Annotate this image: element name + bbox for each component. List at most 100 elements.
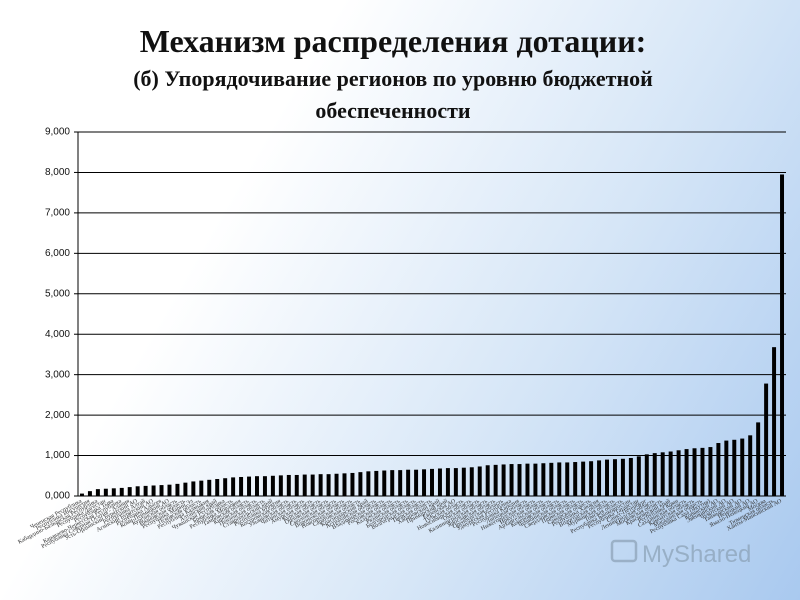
bar [223, 478, 228, 496]
bar [119, 487, 124, 496]
bar [541, 463, 546, 496]
chart-subtitle: обеспеченности [315, 98, 470, 123]
bar [207, 479, 212, 496]
bar [437, 468, 442, 496]
bar [159, 485, 164, 496]
bar [151, 485, 156, 496]
bar [342, 473, 347, 496]
bar [533, 463, 538, 496]
bar [127, 487, 132, 496]
y-tick-label: 2,000 [45, 410, 70, 421]
bar [477, 466, 482, 496]
bar [445, 468, 450, 496]
bar [644, 454, 649, 496]
bar [199, 480, 204, 496]
bar [780, 174, 785, 496]
chart-subtitle: (б) Упорядочивание регионов по уровню бю… [133, 66, 653, 91]
bar [231, 477, 236, 496]
bar [501, 464, 506, 496]
bar [612, 459, 617, 496]
bar [676, 450, 681, 496]
bar [302, 474, 307, 496]
bar [636, 456, 641, 496]
bar [255, 476, 259, 496]
bar [294, 474, 299, 496]
bar [286, 474, 291, 496]
bar [310, 474, 315, 496]
bar [557, 462, 562, 496]
bar [382, 470, 387, 496]
bar [334, 473, 339, 496]
bar [270, 475, 275, 496]
bar [469, 467, 474, 496]
bar [589, 461, 594, 496]
bar [326, 474, 331, 496]
watermark-logo: MyShared [610, 539, 751, 568]
bar [111, 488, 116, 496]
watermark: MyShared [642, 541, 751, 568]
bar [517, 464, 522, 496]
bar [191, 481, 196, 496]
chart-title: Механизм распределения дотации: [140, 23, 647, 59]
bar [398, 470, 403, 496]
bar [772, 347, 777, 496]
bar [581, 461, 586, 496]
bar [708, 447, 713, 496]
y-tick-label: 1,000 [45, 450, 70, 461]
y-tick-label: 0,000 [45, 491, 70, 502]
bar [692, 448, 697, 496]
bar [390, 470, 395, 496]
bar [406, 469, 411, 496]
y-tick-label: 5,000 [45, 288, 70, 299]
bar [716, 443, 721, 496]
bar [652, 453, 657, 496]
bar [135, 486, 140, 496]
bar [620, 458, 625, 496]
bar [350, 472, 355, 496]
bar [764, 383, 769, 496]
bar [573, 462, 578, 496]
bar [565, 462, 570, 496]
bar [183, 482, 188, 496]
bar [493, 464, 498, 496]
y-tick-label: 8,000 [45, 167, 70, 178]
y-tick-label: 3,000 [45, 369, 70, 380]
bar [414, 469, 419, 496]
bar [732, 439, 737, 496]
bar [509, 464, 514, 496]
bar [660, 452, 665, 496]
bar [175, 483, 180, 496]
bar [262, 476, 267, 496]
bar [668, 451, 673, 496]
bar [358, 472, 363, 496]
bar [549, 462, 554, 496]
bar [597, 460, 602, 496]
bar [485, 465, 490, 496]
bar [103, 488, 108, 496]
bar [453, 468, 458, 496]
bar [215, 479, 220, 496]
bar [143, 485, 148, 496]
bar [684, 449, 689, 496]
bar [700, 447, 705, 496]
bar [430, 468, 434, 496]
bar [374, 470, 379, 496]
bar [87, 491, 92, 496]
bar [422, 469, 427, 496]
bar [605, 459, 609, 496]
bar [366, 471, 371, 496]
bar [95, 489, 100, 496]
bar [247, 476, 252, 496]
bar [756, 422, 761, 496]
y-tick-label: 7,000 [45, 208, 70, 219]
bar [461, 467, 466, 496]
y-tick-label: 9,000 [45, 127, 70, 138]
bar [724, 440, 729, 496]
bar [79, 493, 84, 496]
y-tick-label: 4,000 [45, 329, 70, 340]
bar [318, 474, 323, 496]
bar [748, 435, 753, 496]
bar [628, 457, 633, 496]
